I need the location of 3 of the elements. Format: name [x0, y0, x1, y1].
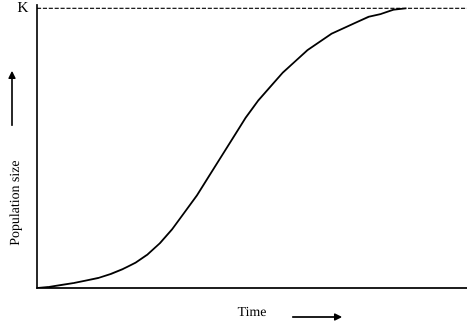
x-axis-title: Time	[238, 306, 266, 316]
ref-line-label: K	[18, 2, 28, 12]
y-axis-title: Population size	[9, 160, 22, 246]
